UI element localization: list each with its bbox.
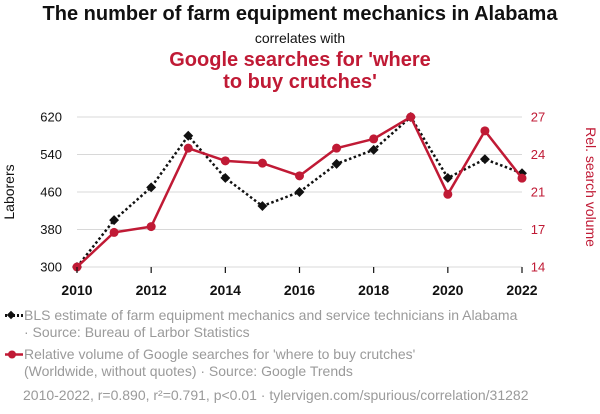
chart-subtitle-line-2: to buy crutches' [223, 71, 377, 93]
series-searches-point [517, 173, 527, 183]
series-searches-point [443, 189, 453, 199]
left-tick-label: 540 [40, 147, 62, 162]
left-tick-label: 460 [40, 185, 62, 200]
chart-connector: correlates with [254, 30, 346, 46]
left-tick-label: 620 [40, 110, 62, 125]
series-mechanics-point [183, 130, 194, 141]
legend-label-searches: Relative volume of Google searches for '… [24, 346, 416, 362]
legend-item-searches: Relative volume of Google searches for '… [4, 346, 600, 380]
series-searches-point [146, 222, 156, 232]
series-searches-point [295, 171, 304, 181]
series-mechanics-point [257, 201, 268, 212]
right-axis-label: Rel. search volume [583, 127, 599, 247]
legend-marker-solid-circle [5, 350, 23, 359]
series-searches-point [257, 158, 267, 168]
x-tick-label: 2014 [210, 282, 241, 298]
x-tick-label: 2018 [358, 282, 389, 298]
series-mechanics-point [368, 144, 379, 155]
x-tick-label: 2020 [432, 282, 463, 298]
x-tick-label: 2010 [61, 282, 92, 298]
legend-label-mechanics: BLS estimate of farm equipment mechanics… [24, 307, 518, 323]
left-tick-label: 300 [40, 260, 62, 275]
series-mechanics-point [479, 154, 490, 165]
legend-item-mechanics: BLS estimate of farm equipment mechanics… [4, 307, 600, 341]
series-mechanics-point [109, 215, 120, 226]
legend-source-searches: (Worldwide, without quotes) · Source: Go… [24, 363, 353, 379]
series-searches-point [109, 227, 119, 237]
series-searches-point [480, 126, 490, 136]
left-axis-label: Laborers [1, 164, 17, 219]
series-mechanics-point [146, 182, 157, 193]
series-searches-point [220, 156, 230, 166]
series-searches-point [369, 134, 379, 144]
series-mechanics-point [442, 172, 453, 183]
series-mechanics-point [220, 172, 231, 183]
series-searches [72, 112, 527, 272]
chart-title: The number of farm equipment mechanics i… [42, 3, 558, 25]
chart-subtitle: Google searches for 'where to buy crutch… [150, 49, 450, 93]
left-tick-label: 380 [40, 222, 62, 237]
right-tick-label: 14 [531, 260, 545, 275]
series-searches-point [183, 143, 193, 153]
x-tick-label: 2016 [284, 282, 315, 298]
right-tick-label: 17 [531, 222, 545, 237]
right-tick-label: 21 [531, 185, 545, 200]
right-tick-label: 27 [531, 110, 545, 125]
legend-source-mechanics: · Source: Bureau of Larbor Statistics [24, 324, 250, 340]
x-tick-label: 2012 [136, 282, 167, 298]
axes: 300 380 460 540 620 14 17 21 24 27 2010 2012 2014 201… [1, 110, 599, 299]
series-searches-point [332, 143, 342, 153]
right-tick-label: 24 [531, 147, 545, 162]
series-mechanics-point [294, 187, 305, 197]
series-mechanics-point [331, 158, 342, 169]
chart-subtitle-line-1: Google searches for 'where [169, 49, 431, 71]
x-tick-label: 2022 [506, 282, 537, 298]
footer-stats: 2010-2022, r=0.890, r²=0.791, p<0.01 · t… [23, 387, 529, 403]
legend-marker-dotted-diamond [5, 310, 23, 320]
series-searches-point [406, 112, 416, 122]
